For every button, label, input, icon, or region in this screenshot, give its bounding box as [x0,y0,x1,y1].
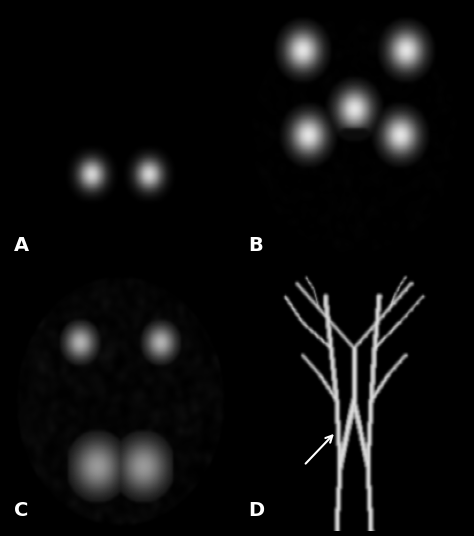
Text: C: C [14,501,28,520]
Text: D: D [248,501,264,520]
Text: B: B [248,236,263,255]
Text: A: A [14,236,29,255]
